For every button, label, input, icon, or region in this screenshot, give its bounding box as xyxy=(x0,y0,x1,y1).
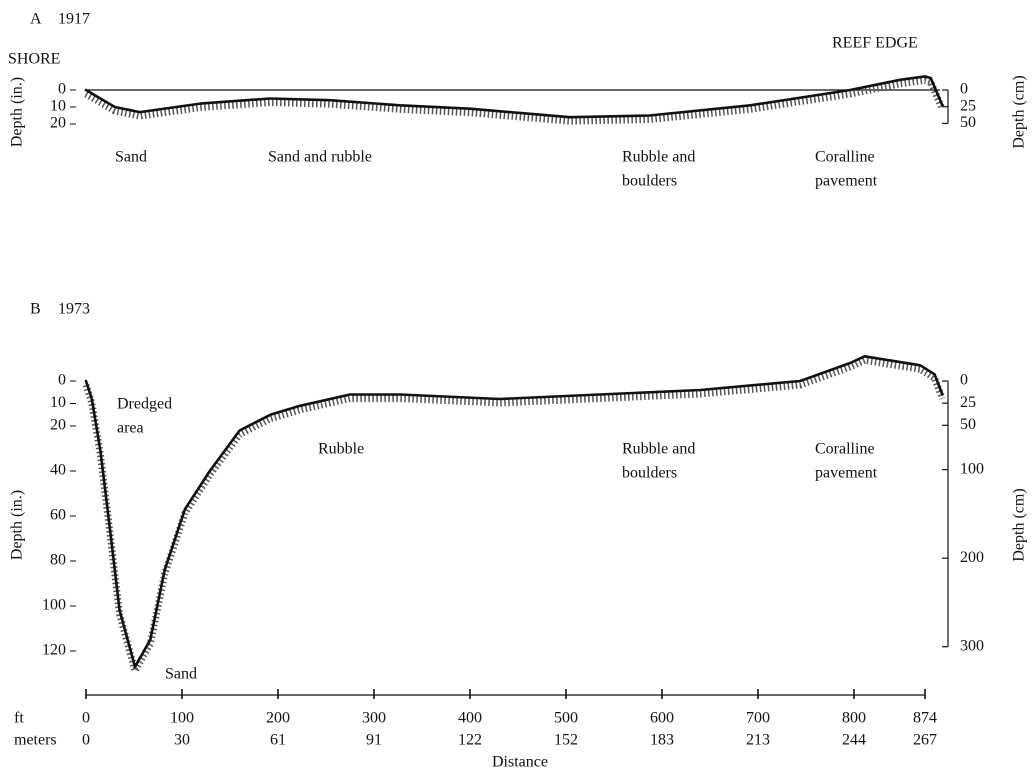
y2-tick-label: 0 xyxy=(960,81,968,98)
x-tick-label: 300 xyxy=(362,710,386,727)
zone-label: Dredged xyxy=(117,396,172,413)
zone-label: Sand xyxy=(115,149,147,166)
y-tick-label: 10 xyxy=(50,98,66,115)
zone-label: pavement xyxy=(815,465,878,482)
y-axis-title: Depth (in.) xyxy=(9,490,26,560)
x-unit-label: ft xyxy=(14,710,24,727)
x-tick-label: 200 xyxy=(266,710,290,727)
y-tick-label: 0 xyxy=(58,372,66,389)
y-tick-label: 20 xyxy=(50,417,66,434)
zone-label: Rubble xyxy=(318,441,364,458)
panel-year: 1973 xyxy=(58,301,90,318)
x-tick-label: 874 xyxy=(913,710,937,727)
y2-tick-label: 25 xyxy=(960,97,976,114)
y2-tick-label: 200 xyxy=(960,549,984,566)
x2-tick-label: 91 xyxy=(366,732,382,749)
y-tick-label: 80 xyxy=(50,552,66,569)
x-tick-label: 100 xyxy=(170,710,194,727)
x2-tick-label: 0 xyxy=(82,732,90,749)
sediment-band xyxy=(82,356,946,680)
x2-tick-label: 61 xyxy=(270,732,286,749)
y-tick-label: 40 xyxy=(50,462,66,479)
y2-tick-label: 100 xyxy=(960,460,984,477)
shore-label: SHORE xyxy=(8,51,60,68)
zone-label: pavement xyxy=(815,173,878,190)
y2-tick-label: 25 xyxy=(960,394,976,411)
zone-label: area xyxy=(117,420,144,437)
profile-line xyxy=(84,355,944,669)
x-tick-label: 600 xyxy=(650,710,674,727)
x-tick-label: 500 xyxy=(554,710,578,727)
y-tick-label: 10 xyxy=(50,394,66,411)
y-axis-title: Depth (in.) xyxy=(9,77,26,147)
x-tick-label: 0 xyxy=(82,710,90,727)
zone-label: Rubble and xyxy=(622,441,695,458)
x-axis-title: Distance xyxy=(492,754,548,771)
y-tick-label: 120 xyxy=(42,642,66,659)
x-tick-label: 700 xyxy=(746,710,770,727)
zone-label: Sand xyxy=(165,666,197,683)
y-tick-label: 0 xyxy=(58,81,66,98)
y-tick-label: 60 xyxy=(50,507,66,524)
zone-label: Coralline xyxy=(815,441,875,458)
y2-tick-label: 300 xyxy=(960,637,984,654)
zone-label: boulders xyxy=(622,173,677,190)
y2-axis-title: Depth (cm) xyxy=(1011,488,1028,561)
sediment-band xyxy=(84,76,946,125)
x2-tick-label: 30 xyxy=(174,732,190,749)
panel-letter: B xyxy=(30,301,41,318)
y-tick-label: 100 xyxy=(42,597,66,614)
x2-unit-label: meters xyxy=(14,732,57,749)
panel-letter: A xyxy=(30,11,42,28)
x2-tick-label: 213 xyxy=(746,732,770,749)
y2-axis-title: Depth (cm) xyxy=(1011,75,1028,148)
y-tick-label: 20 xyxy=(50,115,66,132)
x2-tick-label: 122 xyxy=(458,732,482,749)
zone-label: Coralline xyxy=(815,149,875,166)
x2-tick-label: 183 xyxy=(650,732,674,749)
y2-tick-label: 50 xyxy=(960,114,976,131)
zone-label: boulders xyxy=(622,465,677,482)
reef-edge-label: REEF EDGE xyxy=(832,35,918,52)
x2-tick-label: 152 xyxy=(554,732,578,749)
profile-line xyxy=(84,75,944,119)
y2-tick-label: 50 xyxy=(960,416,976,433)
zone-label: Sand and rubble xyxy=(268,149,372,166)
panel-year: 1917 xyxy=(58,11,90,28)
x-tick-label: 400 xyxy=(458,710,482,727)
x-tick-label: 800 xyxy=(842,710,866,727)
zone-label: Rubble and xyxy=(622,149,695,166)
x2-tick-label: 244 xyxy=(842,732,866,749)
y2-tick-label: 0 xyxy=(960,372,968,389)
x2-tick-label: 267 xyxy=(913,732,937,749)
